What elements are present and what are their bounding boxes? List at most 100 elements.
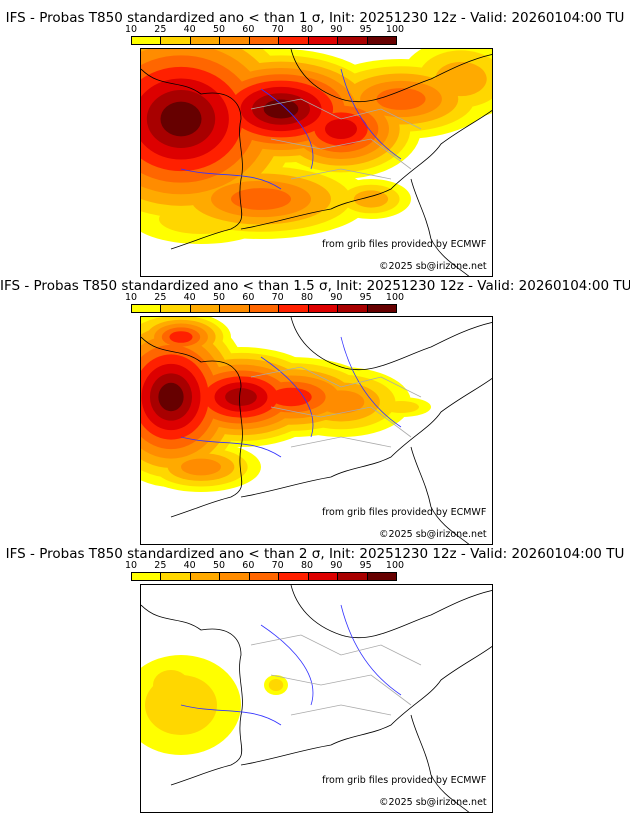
map-outline [410,714,470,812]
probability-contour [231,188,291,210]
map-outline [290,49,492,103]
forecast-panel: IFS - Probas T850 standardized ano < tha… [0,536,630,813]
map-outline [180,604,402,726]
probability-contour [225,388,257,406]
colorbar-tick: 80 [300,24,314,35]
map-outline [240,109,492,230]
probability-contour [263,99,299,119]
colorbar-segment [308,37,339,44]
colorbar-tick: 25 [154,292,167,303]
colorbar-segment [132,573,162,580]
map-outline [250,634,422,716]
probability-contour [169,331,193,343]
copyright-credit: ©2025 sb@irizone.net [379,261,487,272]
colorbar-segment [338,573,368,580]
colorbar-segment [367,37,396,44]
colorbar-segment [249,573,280,580]
colorbar-tick: 60 [242,292,255,303]
colorbar-segment [338,37,368,44]
map-outline [240,377,492,498]
colorbar-segment [367,573,396,580]
colorbar-segment [308,305,339,312]
colorbar-segment [367,305,396,312]
colorbar [131,304,397,313]
source-credit: from grib files provided by ECMWF [322,239,487,250]
probability-map: from grib files provided by ECMWF ©2025 … [140,48,493,277]
colorbar-tick: 50 [212,24,226,35]
colorbar-tick: 50 [212,292,226,303]
colorbar-ticks: 10 25 40 50 60 70 80 90 95 100 [125,292,404,303]
colorbar-tick: 10 [124,24,138,35]
map-outline [290,585,492,639]
colorbar-tick: 100 [385,560,405,571]
probability-map: from grib files provided by ECMWF ©2025 … [140,584,493,813]
colorbar-segment [132,305,162,312]
colorbar-tick: 90 [330,292,343,303]
colorbar-segment [161,37,191,44]
probability-contour [270,387,312,407]
map-outline [290,317,492,371]
source-credit: from grib files provided by ECMWF [322,507,487,518]
colorbar-segment [161,573,191,580]
colorbar-ticks: 10 25 40 50 60 70 80 90 95 100 [125,560,404,571]
forecast-panel: IFS - Probas T850 standardized ano < tha… [0,268,630,545]
copyright-credit: ©2025 sb@irizone.net [379,529,487,540]
probability-contour [181,458,221,476]
colorbar-tick: 40 [183,560,196,571]
colorbar-segment [338,305,368,312]
colorbar-tick: 10 [124,560,138,571]
colorbar-segment [279,305,309,312]
colorbar-tick: 25 [154,560,167,571]
probability-contour [376,88,426,110]
colorbar-segment [190,573,221,580]
probability-contour [268,679,284,691]
colorbar [131,572,397,581]
probability-map: from grib files provided by ECMWF ©2025 … [140,316,493,545]
forecast-panel: IFS - Probas T850 standardized ano < tha… [0,0,630,277]
colorbar-segment [279,37,309,44]
colorbar [131,36,397,45]
map-outline [240,645,492,766]
colorbar-segment [249,37,280,44]
panel-title: IFS - Probas T850 standardized ano < tha… [0,278,630,294]
colorbar-tick: 60 [242,24,255,35]
colorbar-segment [190,305,221,312]
map-outline [141,604,243,786]
map-outline [180,68,402,190]
colorbar-segment [161,305,191,312]
panel-title: IFS - Probas T850 standardized ano < tha… [5,10,625,26]
colorbar-tick: 90 [330,24,343,35]
colorbar-tick: 25 [154,24,167,35]
colorbar-segment [220,37,250,44]
map-outline [410,446,470,544]
colorbar-tick: 95 [359,24,372,35]
probability-contour [353,190,389,208]
colorbar-tick: 100 [385,292,405,303]
map-outline [141,68,243,250]
colorbar-tick: 80 [300,560,314,571]
colorbar-segment [279,573,309,580]
colorbar-segment [220,573,250,580]
colorbar-tick: 70 [271,560,284,571]
probability-contour [435,61,487,97]
map-outline [141,336,243,518]
colorbar-tick: 60 [242,560,255,571]
colorbar-tick: 90 [330,560,343,571]
colorbar-tick: 95 [359,292,372,303]
panel-title: IFS - Probas T850 standardized ano < tha… [5,546,625,562]
colorbar-segment [220,305,250,312]
map-outline [410,178,470,276]
colorbar-segment [249,305,280,312]
copyright-credit: ©2025 sb@irizone.net [379,797,487,808]
colorbar-tick: 40 [183,292,196,303]
colorbar-tick: 10 [124,292,138,303]
probability-contour [160,101,202,137]
colorbar-tick: 80 [300,292,314,303]
colorbar-tick: 70 [271,292,284,303]
map-outline [250,98,422,180]
probability-contour [325,119,357,139]
colorbar-tick: 40 [183,24,196,35]
colorbar-segment [308,573,339,580]
colorbar-segment [132,37,162,44]
map-outline [250,366,422,448]
